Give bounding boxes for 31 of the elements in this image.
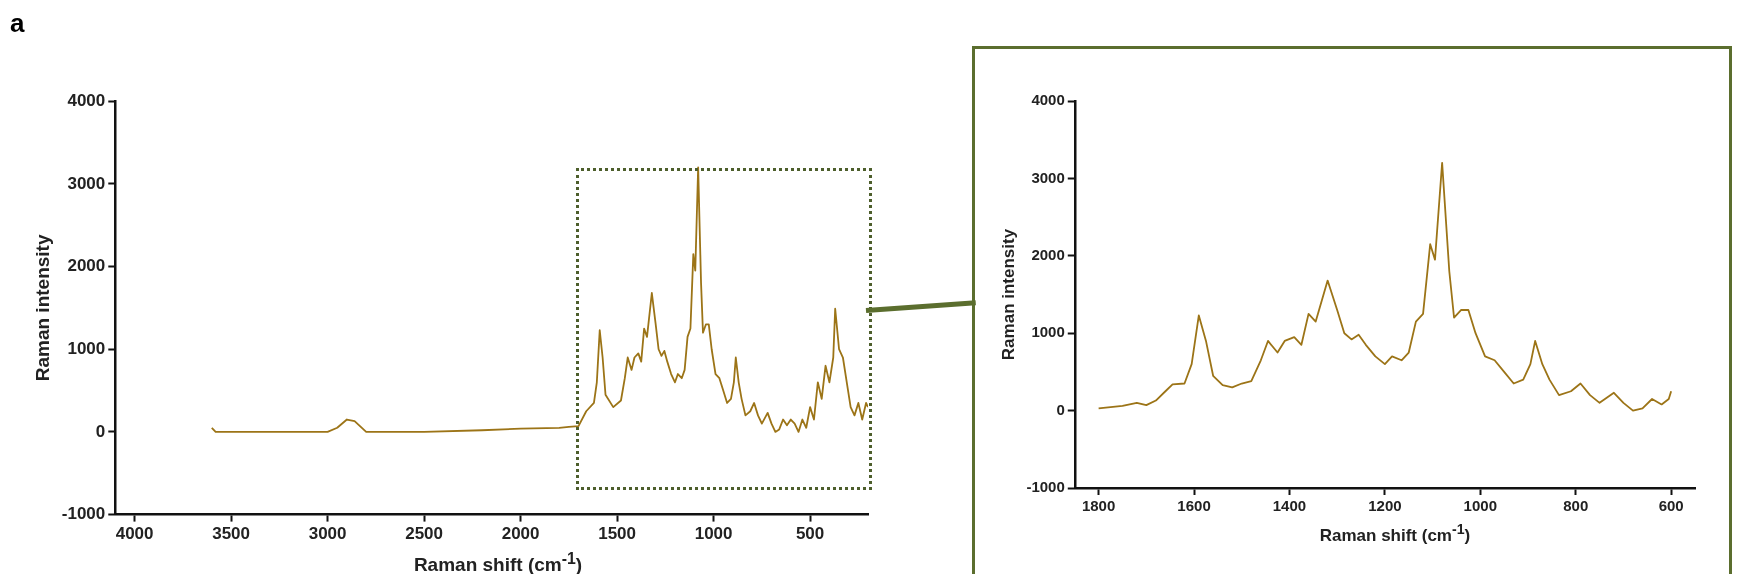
y-tick-label: 3000 — [67, 173, 106, 193]
x-tick-label: 800 — [1563, 497, 1589, 515]
y-tick-label: 4000 — [67, 90, 106, 110]
x-tick-label: 500 — [795, 524, 825, 544]
x-tick-label: 1400 — [1272, 497, 1307, 515]
y-tick-label: 2000 — [67, 256, 106, 276]
y-tick-label: 1000 — [67, 338, 106, 358]
x-tick-label: 1200 — [1368, 497, 1402, 515]
y-axis-title: Raman intensity — [998, 228, 1018, 361]
y-tick-label: -1000 — [1026, 478, 1065, 496]
x-tick-label: 3500 — [212, 524, 250, 544]
x-tick-label: 1000 — [1463, 497, 1497, 515]
y-tick-label: -1000 — [61, 504, 106, 524]
x-tick-label: 1600 — [1177, 497, 1211, 515]
y-tick-label: 2000 — [1031, 245, 1065, 263]
y-axis-title: Raman intensity — [31, 234, 53, 382]
y-tick-label: 3000 — [1031, 168, 1065, 186]
x-tick-label: 2500 — [405, 524, 443, 544]
text: a — [10, 8, 25, 39]
x-tick-label: 600 — [1658, 497, 1684, 515]
y-tick-label: 0 — [95, 421, 106, 441]
x-tick-label: 1000 — [694, 524, 733, 544]
x-tick-label: 4000 — [115, 524, 154, 544]
y-tick-label: 0 — [1056, 400, 1065, 418]
y-tick-label: 4000 — [1031, 91, 1065, 109]
x-axis-title: Raman shift (cm$^{-1}$) — [1318, 521, 1472, 546]
x-tick-label: 1800 — [1081, 497, 1116, 515]
x-tick-label: 1500 — [598, 524, 637, 544]
x-tick-label: 3000 — [308, 524, 347, 544]
y-tick-label: 1000 — [1031, 323, 1065, 341]
x-tick-label: 2000 — [501, 524, 540, 544]
